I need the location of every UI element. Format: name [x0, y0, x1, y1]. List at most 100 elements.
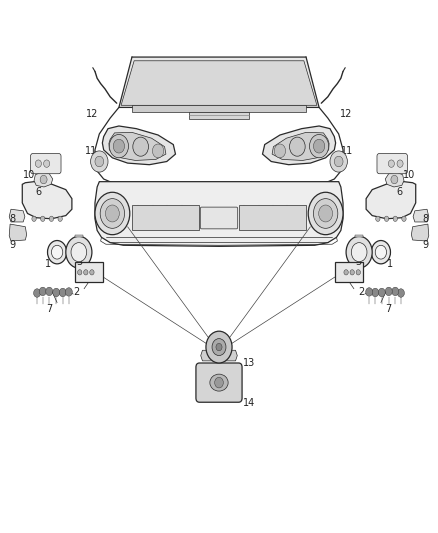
Circle shape [47, 240, 67, 264]
Text: 1: 1 [45, 259, 51, 269]
Circle shape [334, 156, 343, 167]
Circle shape [66, 236, 92, 268]
Text: 8: 8 [423, 214, 429, 224]
Circle shape [90, 270, 94, 275]
Circle shape [290, 137, 305, 156]
Circle shape [110, 134, 128, 158]
Text: 13: 13 [243, 358, 255, 368]
Polygon shape [366, 182, 416, 219]
Circle shape [378, 288, 385, 297]
Circle shape [44, 160, 49, 167]
Circle shape [344, 270, 348, 275]
Circle shape [58, 216, 62, 221]
Text: 6: 6 [396, 187, 403, 197]
Polygon shape [188, 112, 250, 119]
Text: 2: 2 [73, 287, 79, 297]
Text: 3: 3 [77, 257, 83, 267]
Polygon shape [9, 209, 25, 222]
Circle shape [133, 137, 148, 156]
Circle shape [385, 216, 389, 221]
Circle shape [397, 160, 403, 167]
Circle shape [49, 216, 53, 221]
Text: 2: 2 [359, 287, 365, 297]
Text: 1: 1 [387, 259, 393, 269]
Circle shape [391, 175, 398, 184]
Polygon shape [355, 235, 364, 237]
Circle shape [100, 199, 124, 228]
Text: 3: 3 [355, 257, 361, 267]
Circle shape [314, 199, 338, 228]
Circle shape [385, 287, 392, 296]
Polygon shape [95, 182, 343, 246]
Polygon shape [102, 126, 176, 165]
Circle shape [84, 270, 88, 275]
Circle shape [95, 156, 104, 167]
Circle shape [59, 288, 66, 297]
Text: 12: 12 [86, 109, 98, 119]
Circle shape [216, 343, 222, 351]
Circle shape [376, 216, 380, 221]
Polygon shape [34, 172, 53, 187]
Text: 12: 12 [340, 109, 352, 119]
Circle shape [375, 245, 387, 259]
Polygon shape [22, 182, 72, 219]
Circle shape [206, 331, 232, 363]
Text: 9: 9 [9, 240, 15, 251]
Circle shape [274, 144, 286, 158]
Circle shape [41, 216, 45, 221]
Circle shape [350, 270, 354, 275]
Circle shape [71, 243, 87, 262]
Circle shape [389, 160, 394, 167]
FancyBboxPatch shape [200, 207, 238, 229]
Text: 14: 14 [244, 398, 256, 408]
Circle shape [356, 270, 360, 275]
Circle shape [308, 192, 343, 235]
Text: 9: 9 [423, 240, 429, 251]
Circle shape [319, 205, 332, 222]
Polygon shape [262, 126, 336, 165]
Circle shape [152, 144, 164, 158]
Polygon shape [132, 106, 306, 112]
Text: 10: 10 [403, 171, 415, 180]
Text: 7: 7 [46, 304, 53, 314]
Polygon shape [121, 61, 317, 106]
Circle shape [39, 287, 46, 296]
Circle shape [32, 216, 36, 221]
Circle shape [346, 236, 372, 268]
Text: 8: 8 [9, 214, 15, 224]
Polygon shape [413, 209, 429, 222]
Circle shape [310, 134, 328, 158]
Circle shape [392, 287, 399, 296]
Circle shape [65, 288, 72, 296]
Circle shape [366, 288, 373, 296]
Polygon shape [272, 132, 329, 160]
Ellipse shape [210, 374, 228, 391]
Circle shape [91, 151, 108, 172]
Text: 11: 11 [85, 146, 97, 156]
Circle shape [34, 289, 41, 297]
Text: 6: 6 [35, 187, 42, 197]
Circle shape [397, 289, 404, 297]
FancyBboxPatch shape [377, 154, 407, 174]
Text: 7: 7 [385, 304, 392, 314]
Polygon shape [201, 350, 237, 361]
Circle shape [402, 216, 406, 221]
Circle shape [46, 287, 53, 296]
Polygon shape [74, 235, 83, 237]
Text: 11: 11 [341, 146, 353, 156]
FancyBboxPatch shape [196, 363, 242, 402]
Circle shape [215, 377, 223, 388]
Circle shape [113, 139, 124, 153]
Circle shape [314, 139, 325, 153]
Circle shape [40, 175, 47, 184]
Polygon shape [9, 224, 27, 241]
Polygon shape [385, 172, 404, 187]
Circle shape [330, 151, 347, 172]
Circle shape [212, 338, 226, 356]
FancyBboxPatch shape [239, 205, 306, 230]
Polygon shape [109, 132, 166, 160]
Circle shape [95, 192, 130, 235]
Circle shape [372, 288, 379, 297]
Polygon shape [411, 224, 429, 241]
FancyBboxPatch shape [74, 262, 103, 282]
